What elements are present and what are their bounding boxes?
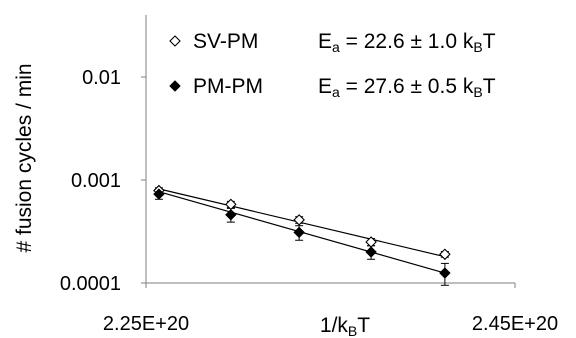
pm-pm-point-3 <box>365 246 377 258</box>
y-tick-label-1: 0.001 <box>71 170 121 192</box>
data-points <box>153 184 451 279</box>
plot-area <box>145 15 515 284</box>
pm-pm-activation-energy: Ea = 27.6 ± 0.5 kBT <box>318 75 496 100</box>
x-tick-label-0: 2.25E+20 <box>103 313 189 335</box>
pm-pm-point-1 <box>225 209 237 221</box>
sv-pm-legend-marker <box>169 35 181 47</box>
sv-pm-point-2 <box>293 214 305 226</box>
pm-pm-point-0 <box>153 188 165 200</box>
pm-pm-point-2 <box>293 226 305 239</box>
axis-ticks: 0.0001 0.001 0.01 2.25E+20 2.45E+20 <box>60 67 558 335</box>
sv-pm-legend-label: SV-PM <box>193 30 258 53</box>
x-axis-label: 1/kBT <box>320 314 370 338</box>
sv-pm-activation-energy: Ea = 22.6 ± 1.0 kBT <box>318 30 496 55</box>
y-tick-label-0: 0.0001 <box>60 273 121 295</box>
pm-pm-legend-label: PM-PM <box>193 75 263 98</box>
y-tick-label-2: 0.01 <box>82 67 121 89</box>
legend: SV-PM Ea = 22.6 ± 1.0 kBT PM-PM Ea = 27.6 ±… <box>169 30 496 100</box>
x-tick-label-1: 2.45E+20 <box>472 313 558 335</box>
sv-pm-point-4 <box>439 248 451 261</box>
pm-pm-legend-marker <box>169 80 181 92</box>
error-bars <box>154 187 449 286</box>
y-axis-label: # fusion cycles / min <box>13 63 36 252</box>
axis-titles: 1/kBT # fusion cycles / min <box>13 63 370 338</box>
pm-pm-point-4 <box>439 267 451 279</box>
